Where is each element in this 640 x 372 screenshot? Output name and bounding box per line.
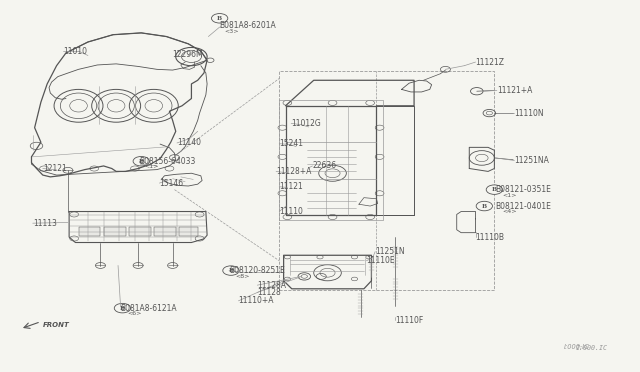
Text: 11128A: 11128A <box>257 280 286 290</box>
Circle shape <box>133 157 149 166</box>
Text: 11113: 11113 <box>33 219 56 228</box>
Text: 15241: 15241 <box>279 139 303 148</box>
Bar <box>129 227 150 236</box>
Text: 12121: 12121 <box>43 164 67 173</box>
Bar <box>104 227 125 236</box>
Text: B: B <box>228 268 234 273</box>
Text: 11121+A: 11121+A <box>497 86 532 95</box>
Text: B: B <box>492 187 497 192</box>
Text: I:000.IC: I:000.IC <box>564 344 590 350</box>
Text: 11110N: 11110N <box>515 109 544 118</box>
Text: 11110: 11110 <box>279 207 303 216</box>
Text: B081A8-6121A: B081A8-6121A <box>120 304 177 312</box>
Text: 11110B: 11110B <box>476 232 504 241</box>
Circle shape <box>476 201 493 211</box>
Text: 11140: 11140 <box>177 138 201 147</box>
Text: I:000.IC: I:000.IC <box>576 345 608 351</box>
Text: B: B <box>139 159 144 164</box>
Bar <box>179 227 198 236</box>
Text: FRONT: FRONT <box>43 321 70 327</box>
Text: <4>: <4> <box>502 209 516 214</box>
Text: 11121Z: 11121Z <box>476 58 504 67</box>
Bar <box>154 227 176 236</box>
Text: <1>: <1> <box>502 193 516 198</box>
Text: B: B <box>120 306 125 311</box>
Text: B: B <box>482 203 487 209</box>
Text: 11128+A: 11128+A <box>276 167 312 176</box>
Text: 11121: 11121 <box>279 182 303 191</box>
Text: B08120-8251E: B08120-8251E <box>229 266 285 275</box>
Text: 22636: 22636 <box>312 161 337 170</box>
Text: B08121-0351E: B08121-0351E <box>495 185 552 194</box>
Text: <1>: <1> <box>145 164 159 169</box>
Circle shape <box>223 266 239 275</box>
Circle shape <box>115 304 131 313</box>
Text: 11110E: 11110E <box>367 256 395 265</box>
Text: B081A8-6201A: B081A8-6201A <box>220 21 276 30</box>
Text: 11010: 11010 <box>63 46 87 55</box>
Text: 11110F: 11110F <box>396 316 424 325</box>
Text: B: B <box>217 16 222 21</box>
Circle shape <box>211 13 228 23</box>
Text: 12296M: 12296M <box>173 50 204 59</box>
Text: B08156-64033: B08156-64033 <box>140 157 196 166</box>
Text: <6>: <6> <box>127 311 142 316</box>
Bar <box>279 71 493 290</box>
Text: 11128: 11128 <box>257 288 281 297</box>
Text: 11251N: 11251N <box>375 247 405 256</box>
Text: 11251NA: 11251NA <box>515 156 549 165</box>
Bar <box>79 227 100 236</box>
Text: B08121-0401E: B08121-0401E <box>495 202 552 211</box>
Text: 15146: 15146 <box>159 179 184 187</box>
Text: 11110+A: 11110+A <box>239 296 274 305</box>
Text: 11012G: 11012G <box>291 119 321 128</box>
Text: <3>: <3> <box>224 29 239 33</box>
Text: <8>: <8> <box>236 273 250 279</box>
Circle shape <box>486 185 502 195</box>
